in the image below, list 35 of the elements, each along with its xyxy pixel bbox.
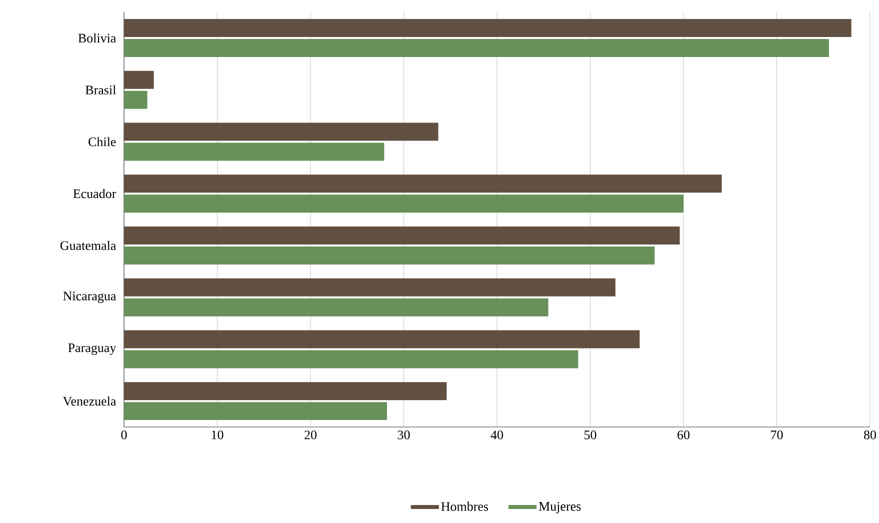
bar <box>124 90 148 109</box>
bar <box>124 402 387 420</box>
y-tick-label: Ecuador <box>73 188 116 198</box>
y-tick-label: Chile <box>88 137 116 146</box>
x-tick-label: 70 <box>771 430 783 440</box>
x-tick-label: 30 <box>398 430 410 440</box>
y-tick-label: Guatemala <box>60 240 116 250</box>
bar <box>124 330 640 348</box>
bar <box>124 142 384 161</box>
bar <box>124 70 154 89</box>
bar <box>124 278 616 296</box>
bar <box>124 382 447 400</box>
bar <box>124 38 829 57</box>
x-tick-label: 50 <box>584 430 596 440</box>
y-tick-label: Bolivia <box>78 33 116 43</box>
bar <box>124 350 578 368</box>
bar <box>124 246 655 264</box>
y-tick-label: Paraguay <box>68 344 116 355</box>
bar <box>124 174 722 193</box>
y-tick-label: Brasil <box>86 85 116 94</box>
bar <box>124 298 548 316</box>
x-tick-label: 60 <box>678 430 690 440</box>
bar <box>124 194 684 213</box>
y-tick-label: Nicaragua <box>63 292 116 304</box>
x-tick-label: 80 <box>864 430 876 440</box>
x-tick-label: 40 <box>490 430 504 440</box>
x-tick-label: 20 <box>304 430 317 440</box>
x-tick-label: 10 <box>212 430 224 440</box>
bar <box>124 18 852 37</box>
y-tick-label: Venezuela <box>62 396 116 406</box>
bar <box>124 122 438 141</box>
x-tick-label: 0 <box>121 430 127 440</box>
legend-label: Mujeres <box>538 502 581 514</box>
bar <box>124 226 680 244</box>
legend-label: Hombres <box>441 502 488 511</box>
